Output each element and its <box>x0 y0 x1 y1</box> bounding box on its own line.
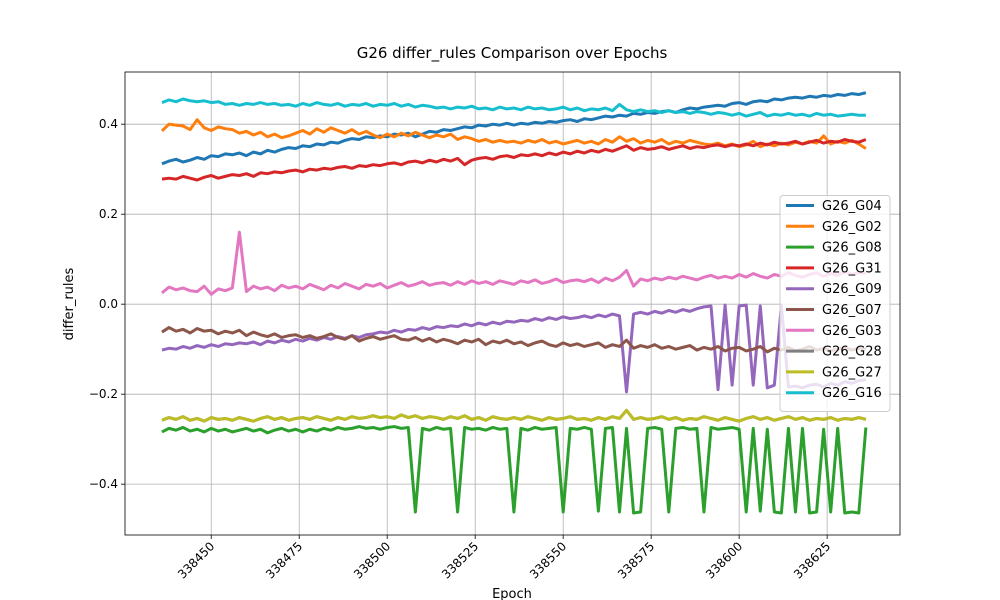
series-line <box>161 230 867 296</box>
y-tick-label: 0.2 <box>99 207 118 221</box>
legend-label: G26_G03 <box>822 324 882 339</box>
series-line <box>161 137 867 182</box>
legend-label: G26_G16 <box>822 386 882 401</box>
series-line <box>161 326 867 354</box>
series-line <box>161 408 867 423</box>
series-line <box>161 303 867 394</box>
chart-title: G26 differ_rules Comparison over Epochs <box>357 44 668 63</box>
y-tick-label: 0.4 <box>99 117 118 131</box>
x-axis-label: Epoch <box>492 587 532 600</box>
y-tick-label: 0.0 <box>99 297 118 311</box>
legend-label: G26_G04 <box>822 199 882 214</box>
legend-label: G26_G09 <box>822 282 882 297</box>
legend-label: G26_G28 <box>822 345 882 360</box>
legend-box <box>779 195 891 412</box>
plot-frame <box>124 71 901 536</box>
y-tick-label: −0.4 <box>89 477 118 491</box>
legend-label: G26_G31 <box>822 261 882 276</box>
legend-label: G26_G08 <box>822 241 882 256</box>
y-tick-label: −0.2 <box>89 387 118 401</box>
legend-label: G26_G27 <box>822 365 882 380</box>
legend-label: G26_G02 <box>822 220 882 235</box>
series-line <box>161 91 867 166</box>
series-line <box>161 97 866 118</box>
series-line <box>161 425 868 515</box>
legend-label: G26_G07 <box>822 303 882 318</box>
y-axis-label: differ_rules <box>62 267 77 340</box>
